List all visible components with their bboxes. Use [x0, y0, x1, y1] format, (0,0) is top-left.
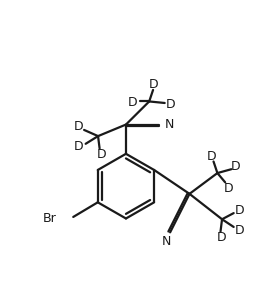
- Text: N: N: [165, 118, 174, 131]
- Text: D: D: [231, 160, 241, 173]
- Text: D: D: [234, 224, 244, 236]
- Text: D: D: [74, 140, 83, 153]
- Text: D: D: [234, 203, 244, 217]
- Text: D: D: [166, 98, 176, 111]
- Text: N: N: [161, 235, 171, 248]
- Text: D: D: [74, 120, 83, 134]
- Text: D: D: [207, 150, 217, 163]
- Text: D: D: [224, 182, 233, 195]
- Text: D: D: [96, 148, 106, 161]
- Text: D: D: [217, 231, 227, 244]
- Text: D: D: [127, 96, 137, 109]
- Text: D: D: [148, 78, 158, 91]
- Text: Br: Br: [43, 212, 56, 225]
